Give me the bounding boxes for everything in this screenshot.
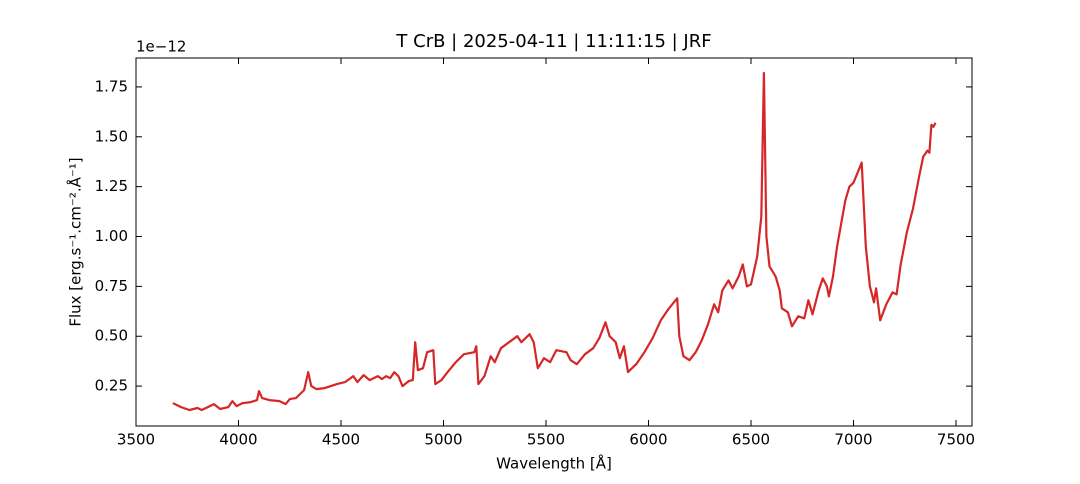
x-tick-label: 7000: [834, 431, 872, 449]
y-tick-label: 1.50: [95, 127, 128, 145]
x-tick-label: 5000: [424, 431, 462, 449]
x-tick-label: 6000: [629, 431, 667, 449]
x-tick-label: 3500: [117, 431, 155, 449]
x-tick-label: 4500: [322, 431, 360, 449]
x-tick-label: 5500: [527, 431, 565, 449]
plot-frame: [135, 57, 973, 427]
x-tick-label: 6500: [732, 431, 770, 449]
x-tick-label: 4000: [219, 431, 257, 449]
y-tick-label: 0.75: [95, 277, 128, 295]
y-tick-label: 1.25: [95, 177, 128, 195]
y-tick-label: 0.50: [95, 327, 128, 345]
y-axis-label: Flux [erg.s⁻¹.cm⁻².Å⁻¹]: [66, 157, 85, 326]
y-tick-label: 1.75: [95, 77, 128, 95]
y-offset-label: 1e−12: [136, 38, 186, 56]
x-tick-label: 7500: [937, 431, 975, 449]
chart-title: T CrB | 2025-04-11 | 11:11:15 | JRF: [395, 31, 711, 52]
y-tick-label: 0.25: [95, 377, 128, 395]
spectrum-line: [172, 71, 937, 412]
x-axis-label: Wavelength [Å]: [496, 454, 612, 473]
y-tick-label: 1.00: [95, 227, 128, 245]
